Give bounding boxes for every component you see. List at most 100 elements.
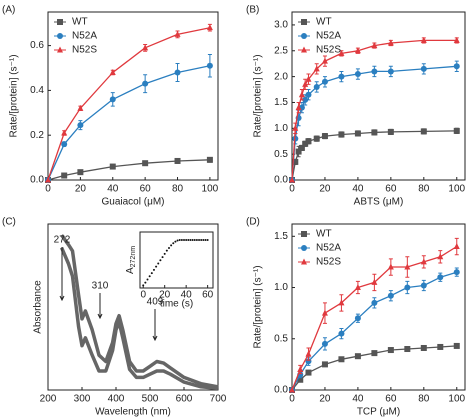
marker [152,268,155,271]
marker [301,231,307,237]
x-tick-label: 0 [289,184,295,195]
marker [157,262,160,265]
axes-frame [291,223,466,391]
x-tick-label: 0 [45,184,51,195]
series-line [59,247,219,391]
x-axis-label: TCP (μM) [357,407,400,418]
marker [77,104,84,111]
marker [167,247,170,249]
x-tick-label: 80 [172,184,184,195]
y-tick-label: 0.0 [30,175,44,186]
marker [338,330,345,337]
axes-frame [47,11,219,181]
marker [321,57,328,64]
x-tick-label: 300 [74,394,91,405]
marker [302,140,309,147]
marker [295,104,302,111]
legend-label: N52A [316,31,341,42]
legend-label: WT [316,229,332,240]
marker [371,42,378,49]
marker [420,128,427,135]
legend-label: N52A [316,243,341,254]
x-tick-label: 0 [140,290,146,301]
marker [142,284,145,287]
marker [305,91,312,98]
marker [321,340,328,347]
annotation: 272 [54,235,71,246]
marker [163,252,166,255]
marker [305,350,312,357]
y-axis-label: Rate/[protein] (s⁻¹) [9,54,20,137]
marker [453,63,460,70]
marker [155,265,158,268]
x-tick-label: 40 [107,184,119,195]
marker [387,292,394,299]
marker [301,19,307,25]
marker [371,278,378,285]
y-axis-label: A272nm [125,246,137,274]
y-label-main: A [125,267,136,274]
marker [354,353,361,360]
y-axis-label: Rate/[protein] (s⁻¹) [253,54,264,137]
marker [57,19,63,25]
marker [297,366,304,373]
marker [371,129,378,136]
marker [298,91,305,98]
marker [292,158,299,165]
marker [338,49,345,56]
marker [187,239,190,241]
marker [292,135,299,142]
marker [174,69,181,76]
y-axis-label: Rate/[protein] (s⁻¹) [253,265,264,348]
marker [437,274,444,281]
x-axis-label: Wavelength (nm) [95,407,171,418]
marker [354,130,361,137]
marker [354,47,361,54]
marker [174,30,181,37]
x-tick-label: 80 [418,184,430,195]
marker [297,376,304,383]
x-tick-label: 400 [108,394,125,405]
marker [301,33,307,39]
marker [387,347,394,354]
series-line [47,159,210,181]
x-tick-label: 200 [40,394,57,405]
marker [354,284,361,291]
marker [109,68,116,75]
marker [109,163,116,170]
series-line [291,39,457,181]
marker [313,135,320,142]
marker [371,299,378,306]
marker [144,281,147,284]
marker [202,239,205,241]
marker [404,263,411,270]
marker [109,96,116,103]
marker [387,263,394,270]
marker [174,240,177,243]
marker [61,172,68,179]
marker [289,176,295,183]
marker [172,242,175,245]
legend-label: N52S [316,257,341,268]
x-tick-label: 60 [140,184,152,195]
marker [57,33,63,39]
x-tick-label: 500 [142,394,159,405]
marker [165,249,168,252]
marker [338,299,345,306]
annotation-arrow [97,293,103,320]
y-tick-label: 0.0 [274,385,288,396]
marker [420,65,427,72]
marker [301,258,307,265]
marker [420,344,427,351]
marker [61,129,68,136]
marker [206,24,213,31]
y-tick-label: 2.0 [274,71,288,82]
marker [321,78,328,85]
axes-frame [47,223,219,391]
marker [292,124,299,131]
y-tick-label: 1.0 [274,282,288,293]
marker [206,239,209,241]
legend-label: WT [316,17,332,28]
marker [198,239,201,241]
x-tick-label: 100 [448,394,465,405]
